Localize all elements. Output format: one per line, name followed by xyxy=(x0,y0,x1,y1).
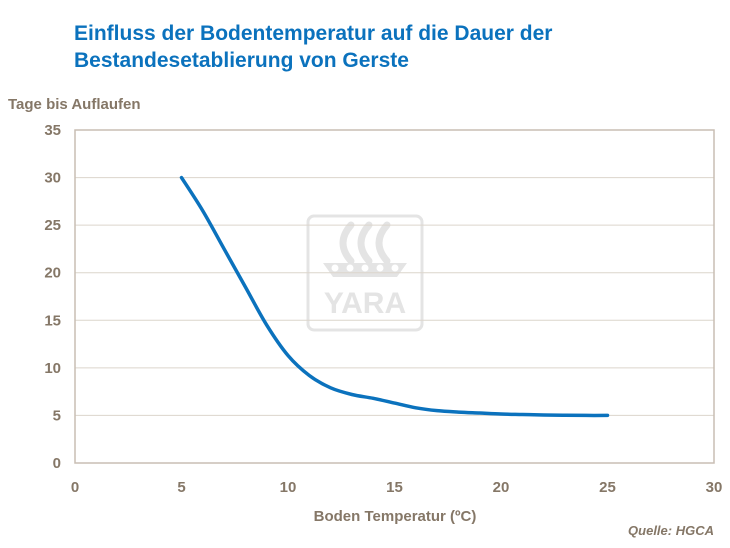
chart-title-line-1: Einfluss der Bodentemperatur auf die Dau… xyxy=(74,22,553,45)
x-tick-label: 25 xyxy=(599,479,616,496)
x-tick-label: 5 xyxy=(177,479,185,496)
y-tick-label: 15 xyxy=(44,312,61,329)
y-tick-label: 35 xyxy=(44,122,61,139)
yara-logo-watermark: YARA xyxy=(306,214,424,332)
x-tick-label: 15 xyxy=(386,479,403,496)
y-tick-label: 30 xyxy=(44,170,61,187)
y-tick-label: 25 xyxy=(44,217,61,234)
x-axis-ticks: 0 5 10 15 20 25 30 xyxy=(71,479,723,496)
chart-title: Einfluss der Bodentemperatur auf die Dau… xyxy=(74,20,714,74)
y-tick-label: 0 xyxy=(53,455,61,472)
plot-frame xyxy=(74,129,715,464)
series-layer xyxy=(179,175,610,418)
y-axis-ticks: 0 5 10 15 20 25 30 35 xyxy=(44,122,61,472)
y-tick-label: 20 xyxy=(44,265,61,282)
x-tick-label: 30 xyxy=(706,479,723,496)
x-axis-label: Boden Temperatur (ºC) xyxy=(314,508,477,525)
y-tick-label: 5 xyxy=(53,407,61,424)
x-tick-label: 20 xyxy=(493,479,510,496)
watermark-text: YARA xyxy=(324,287,406,320)
x-tick-label: 0 xyxy=(71,479,79,496)
x-tick-label: 10 xyxy=(280,479,297,496)
y-axis-label: Tage bis Auflaufen xyxy=(8,96,141,113)
chart-title-line-2: Bestandesetablierung von Gerste xyxy=(74,49,409,72)
series-line-0 xyxy=(179,175,610,418)
source-note: Quelle: HGCA xyxy=(628,523,714,538)
y-tick-label: 10 xyxy=(44,360,61,377)
